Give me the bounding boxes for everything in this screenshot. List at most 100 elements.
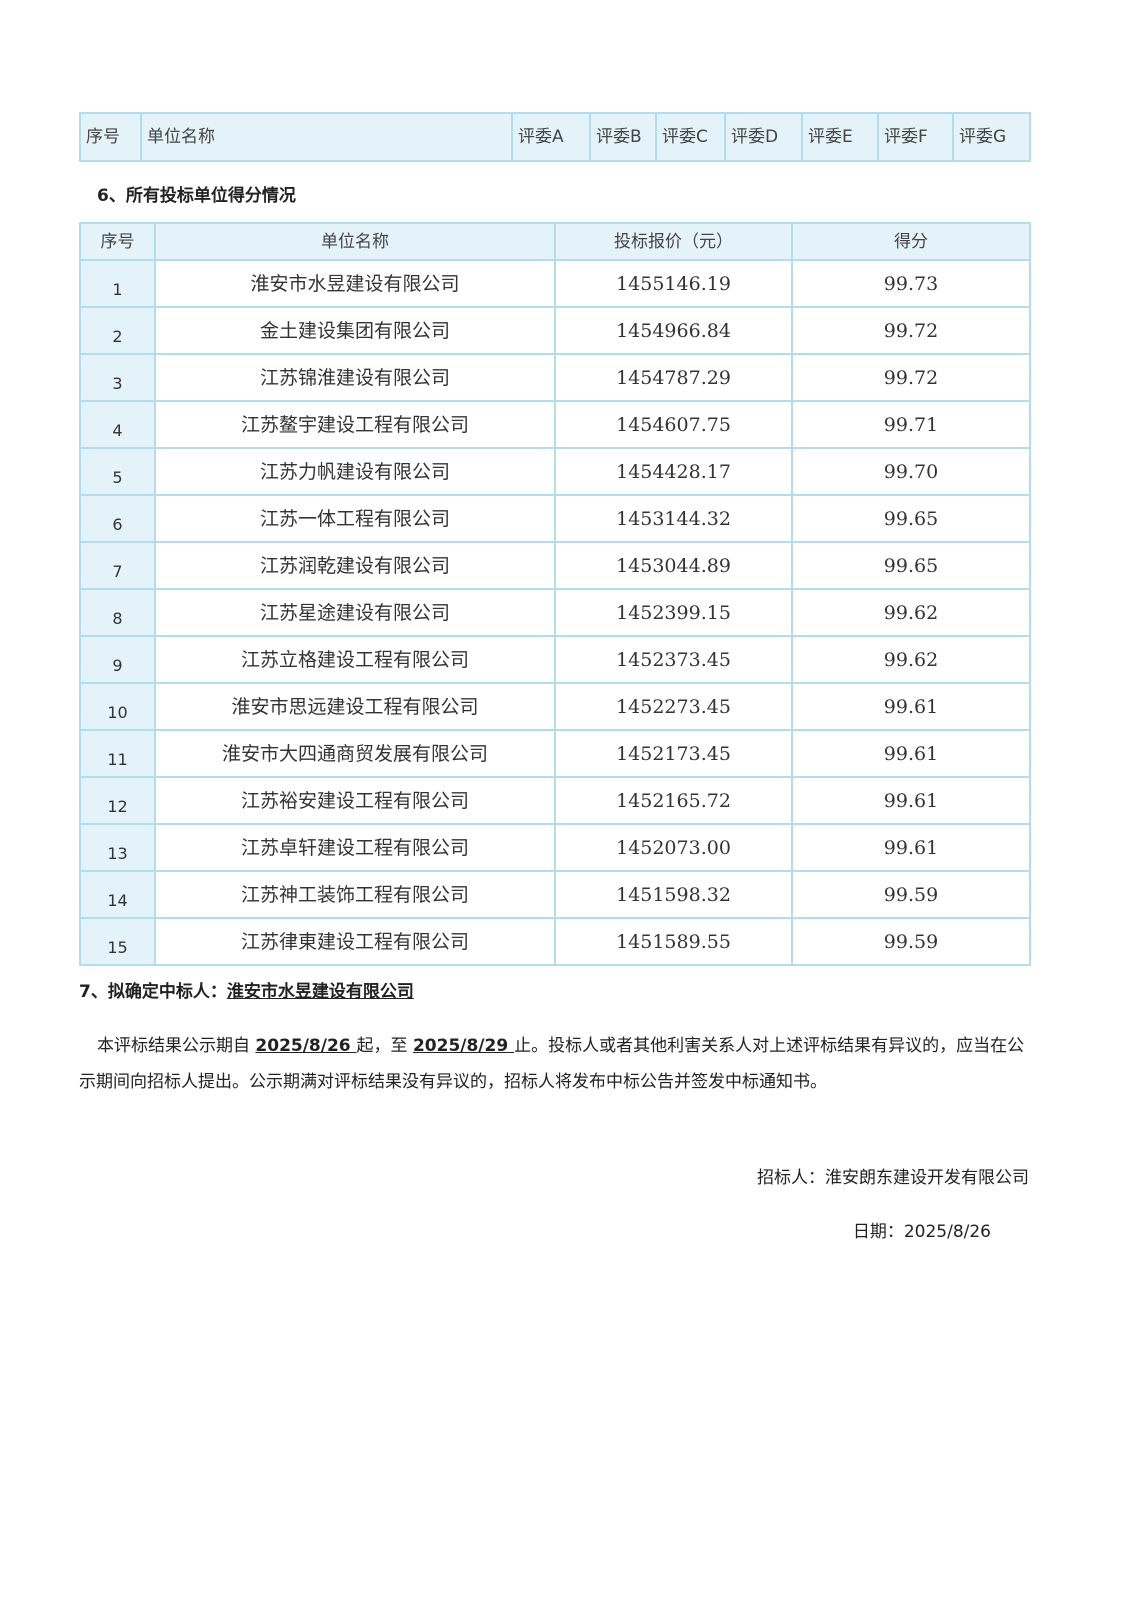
judges-header-cell: 序号	[79, 112, 142, 162]
score: 99.61	[791, 682, 1031, 731]
judges-header-cell: 评委D	[724, 112, 803, 162]
row-number: 14	[79, 870, 156, 919]
judges-header-cell: 单位名称	[140, 112, 513, 162]
table-row: 14 江苏神工装饰工程有限公司 1451598.32 99.59	[79, 870, 1031, 919]
bid-price: 1452073.00	[554, 823, 793, 872]
row-number: 9	[79, 635, 156, 684]
table-row: 3 江苏锦淮建设有限公司 1454787.29 99.72	[79, 353, 1031, 402]
score: 99.59	[791, 917, 1031, 966]
score: 99.72	[791, 306, 1031, 355]
scores-header-cell: 得分	[791, 222, 1031, 261]
judges-header-cell: 评委B	[589, 112, 657, 162]
score: 99.59	[791, 870, 1031, 919]
row-number: 6	[79, 494, 156, 543]
table-row: 15 江苏律東建设工程有限公司 1451589.55 99.59	[79, 917, 1031, 966]
judges-table-header: 序号 单位名称 评委A 评委B 评委C 评委D 评委E 评委F 评委G	[79, 112, 1031, 162]
score: 99.70	[791, 447, 1031, 496]
table-row: 9 江苏立格建设工程有限公司 1452373.45 99.62	[79, 635, 1031, 684]
company-name: 江苏锦淮建设有限公司	[154, 353, 556, 402]
row-number: 5	[79, 447, 156, 496]
company-name: 江苏力帆建设有限公司	[154, 447, 556, 496]
company-name: 江苏立格建设工程有限公司	[154, 635, 556, 684]
company-name: 江苏神工装饰工程有限公司	[154, 870, 556, 919]
row-number: 11	[79, 729, 156, 778]
company-name: 江苏一体工程有限公司	[154, 494, 556, 543]
company-name: 金土建设集团有限公司	[154, 306, 556, 355]
bid-price: 1455146.19	[554, 259, 793, 308]
scores-header-cell: 序号	[79, 222, 156, 261]
notice-start-date: 2025/8/26	[255, 1036, 357, 1056]
score: 99.62	[791, 588, 1031, 637]
winner-name: 淮安市水昱建设有限公司	[226, 982, 414, 1002]
bid-price: 1452165.72	[554, 776, 793, 825]
document-content: 序号 单位名称 评委A 评委B 评委C 评委D 评委E 评委F 评委G 6、所有投标单位得分情况…	[79, 112, 1031, 1244]
section-7-title: 7、拟确定中标人：淮安市水昱建设有限公司	[79, 980, 1029, 1004]
row-number: 3	[79, 353, 156, 402]
row-number: 10	[79, 682, 156, 731]
tenderer-signature: 招标人：淮安朗东建设开发有限公司	[757, 1168, 1029, 1188]
table-row: 6 江苏一体工程有限公司 1453144.32 99.65	[79, 494, 1031, 543]
judges-header-cell: 评委E	[801, 112, 879, 162]
company-name: 江苏星途建设有限公司	[154, 588, 556, 637]
section-6-title: 6、所有投标单位得分情况	[97, 186, 296, 206]
judges-header-cell: 评委A	[511, 112, 591, 162]
table-row: 12 江苏裕安建设工程有限公司 1452165.72 99.61	[79, 776, 1031, 825]
company-name: 江苏裕安建设工程有限公司	[154, 776, 556, 825]
company-name: 江苏卓轩建设工程有限公司	[154, 823, 556, 872]
bid-price: 1454428.17	[554, 447, 793, 496]
score: 99.61	[791, 823, 1031, 872]
company-name: 江苏鳌宇建设工程有限公司	[154, 400, 556, 449]
bid-price: 1451589.55	[554, 917, 793, 966]
bid-price: 1454607.75	[554, 400, 793, 449]
bid-price: 1452273.45	[554, 682, 793, 731]
score: 99.71	[791, 400, 1031, 449]
table-row: 4 江苏鳌宇建设工程有限公司 1454607.75 99.71	[79, 400, 1031, 449]
table-row: 5 江苏力帆建设有限公司 1454428.17 99.70	[79, 447, 1031, 496]
row-number: 12	[79, 776, 156, 825]
row-number: 2	[79, 306, 156, 355]
scores-header-cell: 投标报价（元）	[554, 222, 793, 261]
table-row: 2 金土建设集团有限公司 1454966.84 99.72	[79, 306, 1031, 355]
row-number: 4	[79, 400, 156, 449]
company-name: 淮安市思远建设工程有限公司	[154, 682, 556, 731]
table-row: 1 淮安市水昱建设有限公司 1455146.19 99.73	[79, 259, 1031, 308]
score: 99.65	[791, 541, 1031, 590]
table-row: 8 江苏星途建设有限公司 1452399.15 99.62	[79, 588, 1031, 637]
company-name: 江苏润乾建设有限公司	[154, 541, 556, 590]
notice-text: 本评标结果公示期自	[97, 1036, 256, 1056]
signature-date: 日期：2025/8/26	[852, 1222, 991, 1242]
bid-price: 1453144.32	[554, 494, 793, 543]
scores-header-cell: 单位名称	[154, 222, 556, 261]
bid-price: 1452173.45	[554, 729, 793, 778]
bid-price: 1452373.45	[554, 635, 793, 684]
company-name: 江苏律東建设工程有限公司	[154, 917, 556, 966]
notice-paragraph: 本评标结果公示期自 2025/8/26 起，至 2025/8/29 止。投标人或…	[79, 1028, 1029, 1100]
bid-price: 1452399.15	[554, 588, 793, 637]
judges-header-cell: 评委F	[877, 112, 954, 162]
score: 99.61	[791, 729, 1031, 778]
winner-label: 7、拟确定中标人：	[79, 982, 227, 1002]
notice-text: 止。投标人或者其他利害关系人对上述评标结果有异议的，应当在公示期间向招标人提出。…	[79, 1036, 1025, 1092]
bid-price: 1451598.32	[554, 870, 793, 919]
judges-header-cell: 评委C	[655, 112, 726, 162]
bid-price: 1454966.84	[554, 306, 793, 355]
row-number: 8	[79, 588, 156, 637]
notice-end-date: 2025/8/29	[412, 1036, 515, 1056]
row-number: 15	[79, 917, 156, 966]
score: 99.62	[791, 635, 1031, 684]
row-number: 1	[79, 259, 156, 308]
company-name: 淮安市大四通商贸发展有限公司	[154, 729, 556, 778]
table-row: 13 江苏卓轩建设工程有限公司 1452073.00 99.61	[79, 823, 1031, 872]
table-row: 7 江苏润乾建设有限公司 1453044.89 99.65	[79, 541, 1031, 590]
bid-price: 1454787.29	[554, 353, 793, 402]
score: 99.72	[791, 353, 1031, 402]
table-row: 11 淮安市大四通商贸发展有限公司 1452173.45 99.61	[79, 729, 1031, 778]
table-row: 10 淮安市思远建设工程有限公司 1452273.45 99.61	[79, 682, 1031, 731]
company-name: 淮安市水昱建设有限公司	[154, 259, 556, 308]
score: 99.65	[791, 494, 1031, 543]
bid-price: 1453044.89	[554, 541, 793, 590]
notice-text: 起，至	[356, 1036, 413, 1056]
bidder-scores-table: 序号 单位名称 投标报价（元） 得分 1 淮安市水昱建设有限公司 1455146.19 99…	[79, 222, 1031, 966]
row-number: 13	[79, 823, 156, 872]
